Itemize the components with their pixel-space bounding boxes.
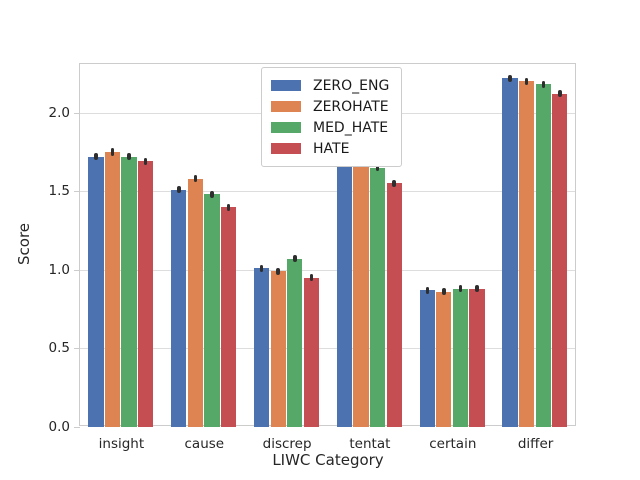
error-bar-med_hate-certain [458,285,463,293]
x-tick-label-insight: insight [98,436,145,452]
legend: ZERO_ENG ZEROHATE MED_HATE HATE [261,67,403,167]
bar-zerohate-differ [519,81,535,427]
legend-label-zero_eng: ZERO_ENG [313,77,390,94]
error-bar-hate-insight [143,157,148,165]
y-tick-label: 2.0 [48,104,70,121]
plot-area: 0.0 0.5 1.0 1.5 2.0 insight cause discrep tentat… [49,63,576,452]
x-tick-label-cause: cause [184,436,225,452]
bar-zerohate-tentat [353,159,369,427]
error-bar-med_hate-differ [541,80,545,88]
error-bar-zero_eng-insight [94,153,98,161]
error-bar-hate-cause [226,203,231,211]
legend-swatch-zero_eng [271,80,301,91]
bar-zerohate-cause [187,178,203,427]
error-bar-hate-certain [475,285,479,293]
error-bar-zero_eng-discrep [259,264,264,272]
y-gridline [80,348,575,350]
error-bar-zerohate-differ [524,77,529,85]
bar-zero_eng-discrep [253,268,270,427]
bar-med_hate-cause [204,194,220,427]
legend-row-med_hate: MED_HATE [271,117,389,138]
bar-hate-tentat [386,183,402,427]
y-tick-mark [74,427,80,428]
error-bar-hate-differ [558,90,562,98]
bar-zero_eng-tentat [336,158,353,427]
error-bar-zerohate-insight [110,148,115,156]
error-bar-hate-tentat [392,179,396,187]
y-axis-label: Score [15,222,33,266]
x-tick-label-differ: differ [517,436,554,452]
error-bar-zerohate-discrep [276,267,280,275]
bar-hate-certain [469,288,485,427]
x-tick-label-certain: certain [429,436,477,452]
legend-label-zerohate: ZEROHATE [313,98,389,115]
y-tick-label: 1.5 [48,183,70,200]
bar-zerohate-discrep [270,271,286,427]
error-bar-hate-discrep [309,274,313,282]
legend-row-zero_eng: ZERO_ENG [271,75,389,96]
legend-row-zerohate: ZEROHATE [271,96,389,117]
error-bar-zerohate-cause [193,175,198,183]
bar-zero_eng-certain [419,290,435,427]
error-bar-med_hate-cause [210,190,214,198]
bar-hate-discrep [303,277,319,427]
bar-med_hate-certain [452,288,469,427]
legend-swatch-hate [271,143,301,154]
error-bar-med_hate-discrep [293,255,297,263]
x-axis-label: LIWC Category [272,451,384,469]
y-tick-label: 0.0 [48,419,70,435]
error-bar-med_hate-tentat [375,164,380,172]
y-tick-mark [74,112,80,114]
bar-zerohate-certain [436,291,452,427]
bar-hate-cause [220,207,237,427]
y-tick-mark [74,269,80,271]
legend-label-hate: HATE [313,140,350,157]
y-gridline [80,191,575,193]
error-bar-zerohate-certain [442,288,446,296]
bar-zero_eng-differ [502,78,518,427]
x-tick-label-tentat: tentat [349,436,391,452]
bar-med_hate-discrep [287,258,303,427]
y-gridline [80,269,575,271]
bar-med_hate-tentat [369,167,386,427]
bar-zero_eng-insight [88,156,104,427]
legend-swatch-zerohate [271,101,301,112]
bar-zero_eng-cause [171,189,187,427]
bar-med_hate-differ [535,84,551,427]
bar-hate-differ [552,93,568,427]
bar-med_hate-insight [121,156,137,427]
y-tick-label: 0.5 [48,340,70,357]
x-tick-label-discrep: discrep [262,436,312,452]
legend-label-med_hate: MED_HATE [313,119,389,136]
legend-row-hate: HATE [271,138,389,159]
error-bar-zero_eng-certain [425,286,429,294]
bar-hate-insight [138,161,154,427]
error-bar-med_hate-insight [127,153,131,161]
y-tick-mark [74,348,80,350]
error-bar-zero_eng-differ [508,74,512,82]
legend-swatch-med_hate [271,122,301,133]
bar-zerohate-insight [104,152,121,427]
y-tick-mark [74,191,80,193]
y-tick-label: 1.0 [48,261,70,278]
error-bar-zero_eng-cause [177,186,181,194]
